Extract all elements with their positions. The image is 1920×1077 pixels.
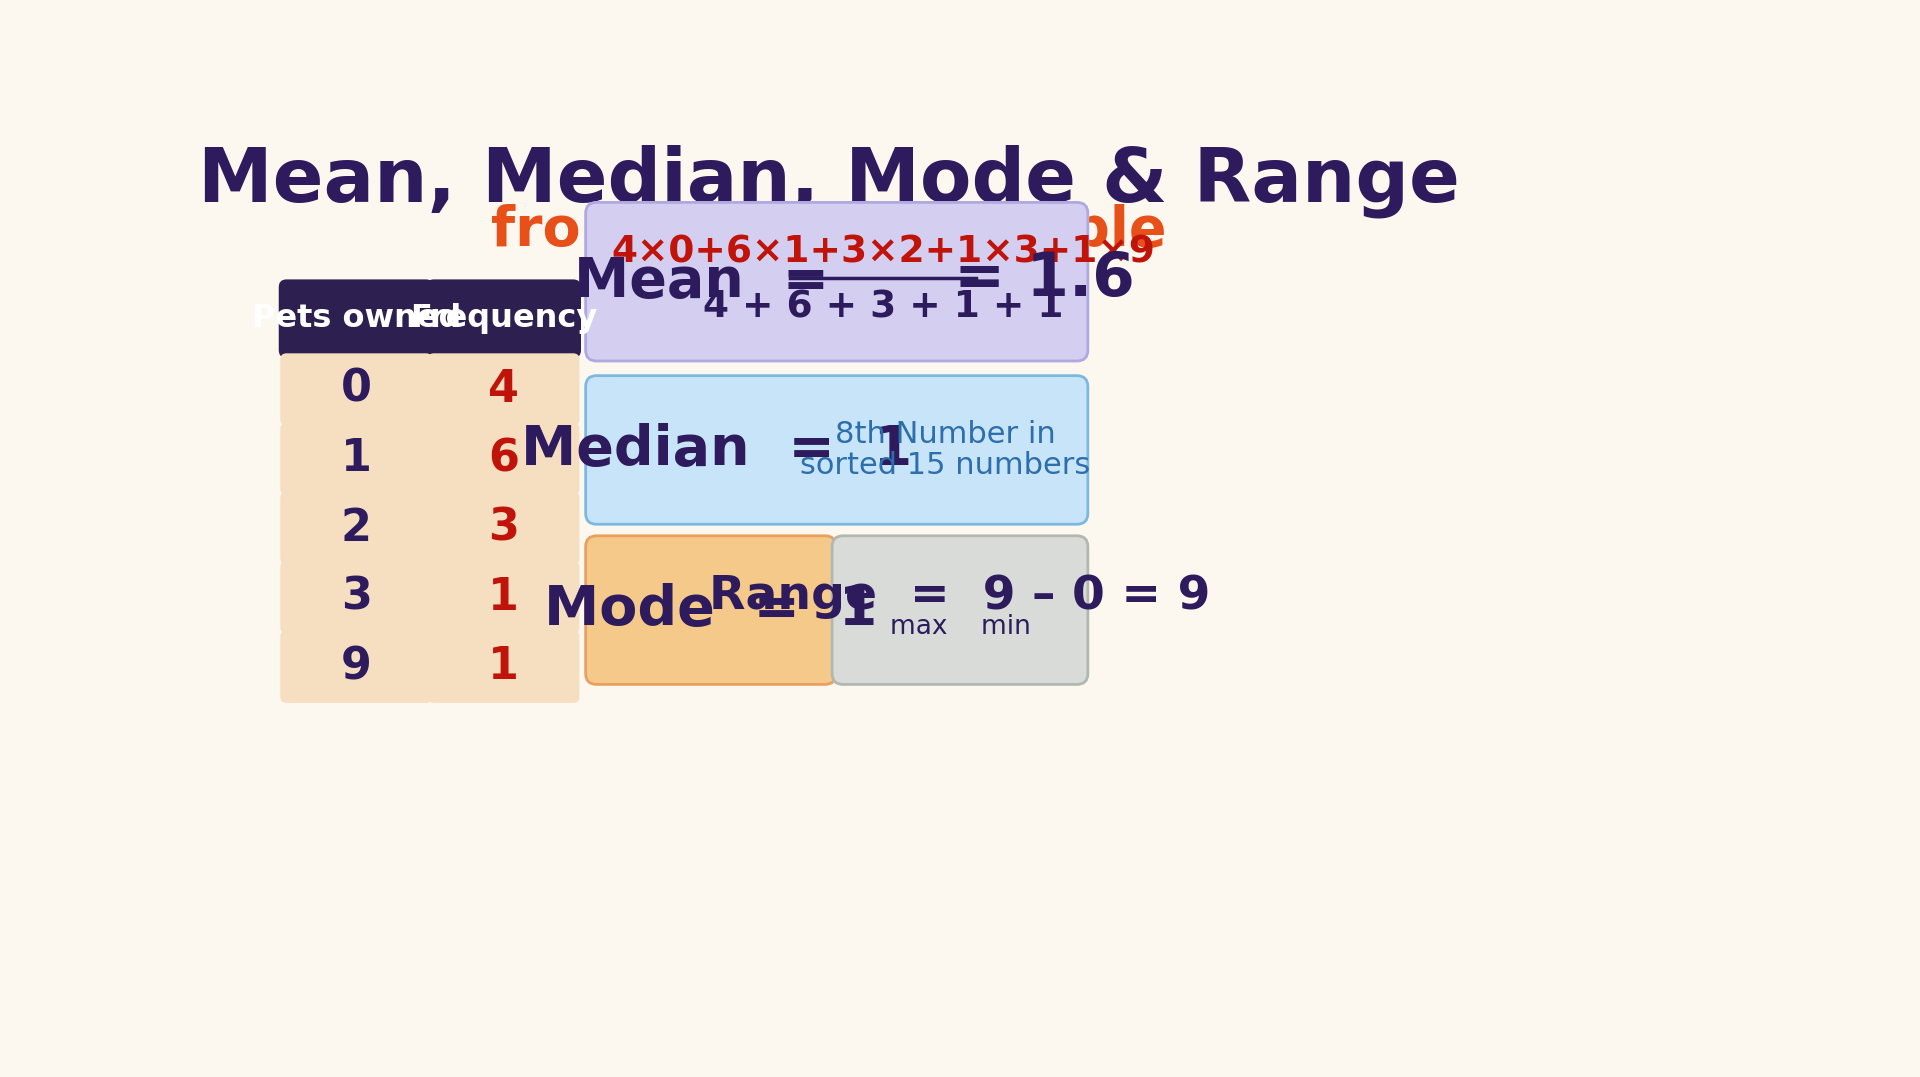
Text: 1: 1 [488,576,518,619]
FancyBboxPatch shape [280,492,432,564]
Text: 4: 4 [488,368,518,411]
Text: Mean  =: Mean = [574,254,829,309]
FancyBboxPatch shape [280,353,432,425]
Text: 4 + 6 + 3 + 1 + 1: 4 + 6 + 3 + 1 + 1 [703,289,1064,325]
Text: 2: 2 [340,506,372,549]
FancyBboxPatch shape [280,630,432,703]
FancyBboxPatch shape [586,202,1089,361]
FancyBboxPatch shape [280,422,432,495]
Text: Pets owned: Pets owned [252,303,461,334]
FancyBboxPatch shape [586,376,1089,524]
Text: Frequency: Frequency [409,303,597,334]
Text: = 1.6: = 1.6 [954,250,1135,309]
FancyBboxPatch shape [426,279,582,358]
Text: 8th Number in: 8th Number in [835,420,1056,449]
Text: 9: 9 [342,645,372,688]
FancyBboxPatch shape [428,561,580,633]
FancyBboxPatch shape [278,279,434,358]
Text: 3: 3 [488,506,518,549]
Text: Median  =  1: Median = 1 [520,423,912,477]
FancyBboxPatch shape [428,422,580,495]
Text: 6: 6 [488,437,518,480]
FancyBboxPatch shape [428,353,580,425]
Text: 4×0+6×1+3×2+1×3+1×9: 4×0+6×1+3×2+1×3+1×9 [611,235,1156,270]
Text: max    min: max min [889,614,1031,640]
FancyBboxPatch shape [428,630,580,703]
Text: 1: 1 [340,437,372,480]
FancyBboxPatch shape [586,535,835,684]
Text: 0: 0 [340,368,372,411]
Text: 1: 1 [488,645,518,688]
FancyBboxPatch shape [280,561,432,633]
Text: sorted 15 numbers: sorted 15 numbers [801,451,1091,480]
Text: Mode  =  1: Mode = 1 [543,583,877,638]
FancyBboxPatch shape [428,492,580,564]
Text: 3: 3 [342,576,372,619]
FancyBboxPatch shape [831,535,1089,684]
Text: Range  =  9 – 0 = 9: Range = 9 – 0 = 9 [708,574,1212,619]
Text: Mean, Median, Mode & Range: Mean, Median, Mode & Range [198,144,1459,218]
Text: from Frequency Table: from Frequency Table [492,204,1167,257]
